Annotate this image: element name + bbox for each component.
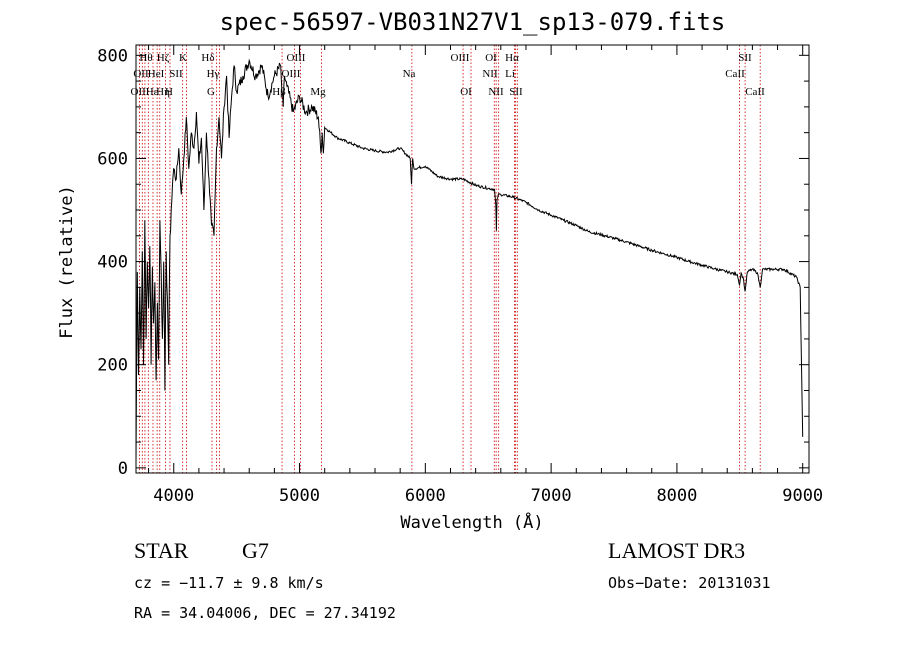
spectrum-line (135, 58, 804, 463)
y-tick-label: 600 (97, 149, 128, 169)
x-tick-label: 9000 (782, 486, 823, 506)
y-tick-label: 200 (97, 356, 128, 376)
survey-name: LAMOST DR3 (608, 538, 746, 563)
line-label: CaII (725, 68, 745, 80)
line-label: CaII (745, 86, 765, 98)
chart-title: spec-56597-VB031N27V1_sp13-079.fits (219, 8, 726, 36)
line-label: SII (738, 52, 752, 64)
line-label: NII (482, 68, 498, 80)
line-labels: Hθ Hζ K Hδ OIII OIII OI Hα SII OII HeI SII Hγ OIII Na N… (131, 52, 766, 98)
line-label: OI (460, 86, 472, 98)
line-label: Hζ (157, 52, 170, 64)
line-markers (138, 45, 761, 473)
line-label: OIII (131, 86, 150, 98)
line-label: Na (403, 68, 416, 80)
y-tick-label: 0 (118, 459, 128, 479)
line-label: OII (133, 68, 149, 80)
line-label: OIII (282, 68, 301, 80)
x-tick-label: 4000 (153, 486, 194, 506)
plot-frame (135, 44, 810, 474)
x-tick-label: 6000 (405, 486, 446, 506)
line-label: HeI (148, 68, 165, 80)
axis-ticks (136, 45, 809, 473)
line-label: Hθ (139, 52, 152, 64)
x-tick-label: 5000 (279, 486, 320, 506)
y-axis-label: Flux (relative) (57, 185, 77, 339)
line-label: H (165, 86, 173, 98)
axis-tick-labels: 4000 5000 6000 7000 8000 9000 0 200 400 600 800 (97, 46, 823, 506)
line-label: SII (509, 86, 523, 98)
object-subclass: G7 (242, 538, 269, 563)
ra-dec: RA = 34.04006, DEC = 27.34192 (134, 604, 396, 622)
redshift-cz: cz = −11.7 ± 9.8 km/s (134, 574, 324, 592)
line-label: Hγ (207, 68, 220, 80)
line-label: Mg (310, 86, 326, 98)
line-label: Hα (505, 52, 519, 64)
y-tick-label: 400 (97, 253, 128, 273)
observation-date: Obs−Date: 20131031 (608, 574, 771, 592)
x-axis-label: Wavelength (Å) (400, 511, 543, 533)
line-label: Li (505, 68, 515, 80)
x-tick-label: 7000 (531, 486, 572, 506)
object-class: STAR (134, 538, 189, 563)
line-label: K (179, 52, 187, 64)
y-tick-label: 800 (97, 46, 128, 66)
line-label: SII (169, 68, 183, 80)
x-tick-label: 8000 (656, 486, 697, 506)
line-label: OIII (451, 52, 470, 64)
line-label: Hε (146, 86, 159, 98)
line-label: Hδ (201, 52, 214, 64)
line-label: OIII (287, 52, 306, 64)
line-label: OI (485, 52, 497, 64)
line-label: NII (488, 86, 504, 98)
line-label: G (207, 86, 215, 98)
line-label: Hη (156, 86, 170, 98)
